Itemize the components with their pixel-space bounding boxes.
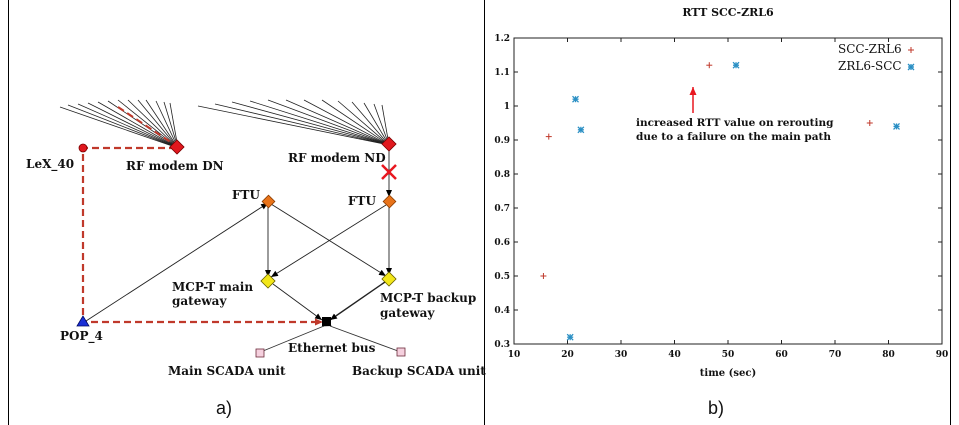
scada-main-label: Main SCADA unit xyxy=(168,364,286,378)
pop4-node xyxy=(76,315,90,327)
ftu-left-label: FTU xyxy=(232,188,260,202)
rtt-scatter-chart: RTT SCC-ZRL6 0.3 0.4 0.5 0.6 0.7 0.8 0.9 1 1.1 1.… xyxy=(494,6,948,379)
mcp-backup-label-line2: gateway xyxy=(380,306,435,320)
link-bus-scada-backup xyxy=(322,320,399,352)
legend-marker-series-1 xyxy=(908,47,914,53)
ethernet-bus-node xyxy=(322,317,331,326)
link-mcp-main-bus xyxy=(265,277,323,321)
y-tick-label: 1.1 xyxy=(494,68,510,78)
point-series-1 xyxy=(706,62,713,69)
x-axis: 10 20 30 40 50 60 70 80 90 xyxy=(508,38,949,360)
y-tick-label: 0.5 xyxy=(494,272,510,282)
legend-label-series-2: ZRL6-SCC xyxy=(838,59,902,73)
plot-area xyxy=(513,37,943,345)
pop4-label: POP_4 xyxy=(60,329,103,344)
y-tick-label: 0.8 xyxy=(494,170,510,180)
panel-a-label: a) xyxy=(216,398,232,418)
scada-main-node xyxy=(255,348,265,358)
x-tick-label: 20 xyxy=(561,350,574,360)
mcp-main-label-line2: gateway xyxy=(172,294,227,308)
mcp-backup-label-line1: MCP-T backup xyxy=(380,291,476,305)
rf-nd-link-fan xyxy=(197,99,390,146)
point-series-2 xyxy=(572,95,579,103)
x-tick-label: 40 xyxy=(668,350,681,360)
link-pop-ftu-left xyxy=(85,202,269,322)
ftu-right-label: FTU xyxy=(348,194,376,208)
link-failure-mark xyxy=(381,164,397,180)
ethernet-bus-label: Ethernet bus xyxy=(288,341,376,355)
x-tick-label: 30 xyxy=(615,350,628,360)
y-tick-label: 0.9 xyxy=(494,136,510,146)
panel-b-label: b) xyxy=(708,398,724,418)
rf-dn-label: RF modem DN xyxy=(126,159,224,173)
reroute-path xyxy=(81,146,323,326)
x-tick-label: 80 xyxy=(882,350,895,360)
ftu-right-node xyxy=(382,194,397,209)
y-tick-label: 0.6 xyxy=(494,238,510,248)
point-series-2 xyxy=(893,122,900,130)
scada-backup-node xyxy=(396,347,406,357)
y-tick-label: 0.4 xyxy=(494,306,510,316)
ftu-left-node xyxy=(261,194,276,209)
x-tick-label: 70 xyxy=(829,350,842,360)
point-series-2 xyxy=(732,61,740,69)
x-axis-title: time (sec) xyxy=(700,368,756,379)
mcp-main-node xyxy=(260,273,276,289)
link-ftu-left-mcp-backup xyxy=(263,197,387,277)
rf-dn-link-fan xyxy=(59,99,179,149)
lex40-node xyxy=(78,143,88,153)
point-series-1 xyxy=(540,273,547,279)
scada-backup-label: Backup SCADA unit xyxy=(352,364,486,378)
mcp-backup-node xyxy=(381,271,397,287)
point-series-2 xyxy=(566,333,574,341)
legend-label-series-1: SCC-ZRL6 xyxy=(838,42,902,56)
point-series-2 xyxy=(577,126,585,134)
point-series-1 xyxy=(545,133,552,140)
rf-dn-node xyxy=(169,139,185,155)
x-tick-label: 50 xyxy=(722,350,735,360)
legend: SCC-ZRL6 ZRL6-SCC xyxy=(838,42,915,73)
x-tick-label: 60 xyxy=(775,350,788,360)
network-diagram: LeX_40 RF modem DN RF modem ND FTU FTU M… xyxy=(26,99,486,378)
link-bus-scada-main xyxy=(262,320,332,352)
y-tick-label: 1.2 xyxy=(494,34,510,44)
annotation-line-1: increased RTT value on rerouting xyxy=(636,117,834,129)
point-series-1 xyxy=(866,120,873,126)
rf-nd-label: RF modem ND xyxy=(288,151,386,165)
y-axis: 0.3 0.4 0.5 0.6 0.7 0.8 0.9 1 1.1 1.2 xyxy=(494,34,942,350)
link-mcp-backup-bus xyxy=(329,275,393,321)
legend-marker-series-2 xyxy=(907,63,915,71)
y-tick-label: 0.7 xyxy=(494,204,510,214)
annotation-line-2: due to a failure on the main path xyxy=(636,131,831,143)
data-points xyxy=(540,61,900,341)
y-tick-label: 0.3 xyxy=(494,340,510,350)
link-ftu-right-mcp-main xyxy=(270,198,394,278)
chart-title: RTT SCC-ZRL6 xyxy=(682,6,774,19)
mcp-main-label-line1: MCP-T main xyxy=(172,280,253,294)
x-tick-label: 10 xyxy=(508,350,521,360)
rf-nd-node xyxy=(381,136,397,152)
lex40-label: LeX_40 xyxy=(26,157,74,172)
x-tick-label: 90 xyxy=(936,350,949,360)
y-tick-label: 1 xyxy=(504,102,510,112)
